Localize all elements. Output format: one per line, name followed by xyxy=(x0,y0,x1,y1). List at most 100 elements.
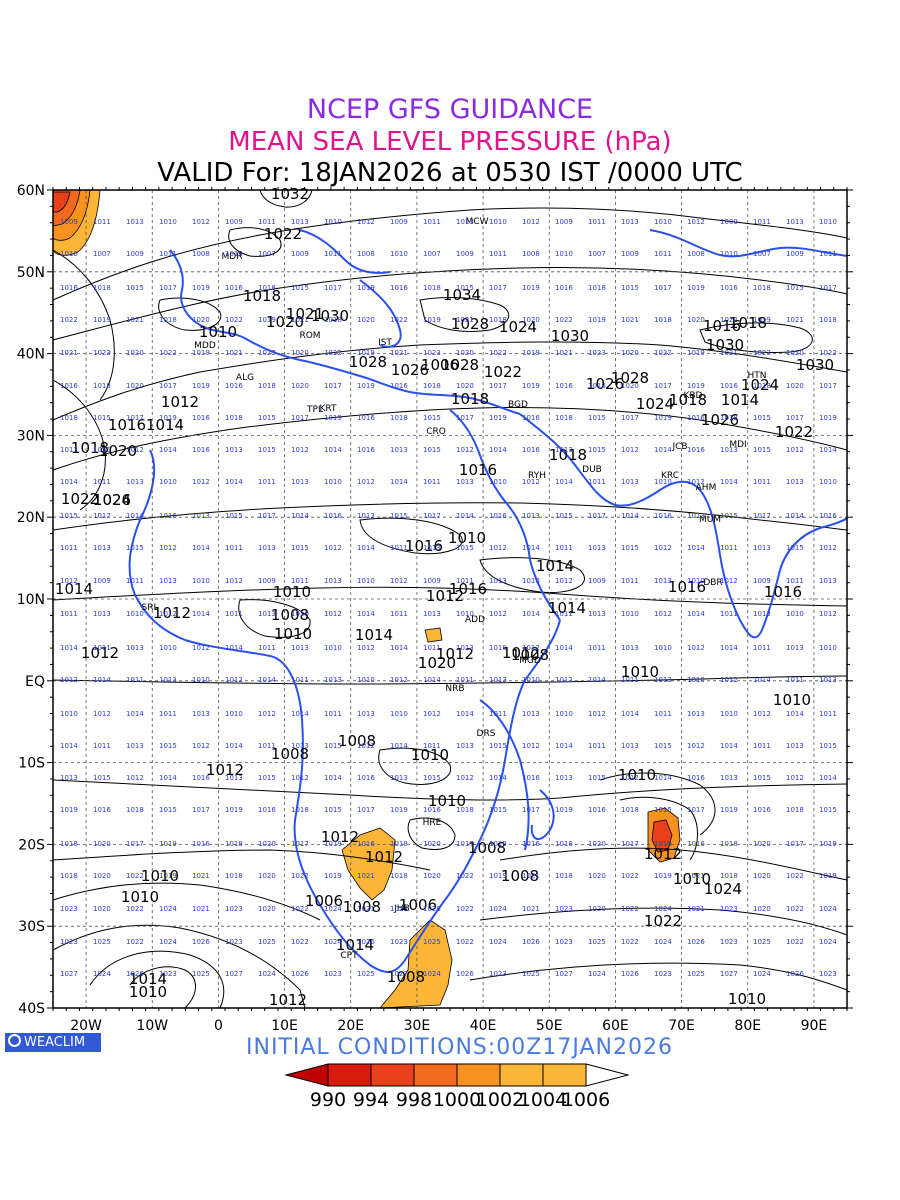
grid-point-value: 1012 xyxy=(687,478,705,486)
grid-point-value: 1017 xyxy=(126,414,144,422)
grid-point-value: 1014 xyxy=(225,644,243,652)
pressure-value-label: 1026 xyxy=(93,491,131,509)
grid-point-value: 1007 xyxy=(258,250,276,258)
grid-point-value: 1011 xyxy=(786,676,804,684)
grid-point-value: 1020 xyxy=(423,905,441,913)
grid-point-value: 1019 xyxy=(357,382,375,390)
grid-point-value: 1012 xyxy=(60,676,78,684)
grid-point-value: 1013 xyxy=(390,446,408,454)
pressure-value-label: 1012 xyxy=(153,604,191,622)
pressure-value-label: 1026 xyxy=(391,361,429,379)
grid-point-value: 1017 xyxy=(192,806,210,814)
grid-point-value: 1014 xyxy=(786,512,804,520)
grid-point-value: 1011 xyxy=(258,478,276,486)
grid-point-value: 1020 xyxy=(621,382,639,390)
pressure-value-label: 1014 xyxy=(336,936,374,954)
grid-point-value: 1015 xyxy=(456,544,474,552)
grid-point-value: 1012 xyxy=(159,610,177,618)
grid-point-value: 1011 xyxy=(60,610,78,618)
grid-point-value: 1026 xyxy=(522,938,540,946)
grid-point-value: 1016 xyxy=(192,446,210,454)
grid-point-value: 1015 xyxy=(126,544,144,552)
grid-point-value: 1019 xyxy=(819,414,837,422)
grid-point-value: 1012 xyxy=(93,710,111,718)
isobar-contour xyxy=(238,599,311,638)
grid-point-value: 1010 xyxy=(159,218,177,226)
station-code: KBD xyxy=(683,391,702,401)
grid-point-value: 1013 xyxy=(489,676,507,684)
grid-point-value: 1013 xyxy=(324,676,342,684)
grid-point-value: 1019 xyxy=(489,872,507,880)
grid-point-value: 1022 xyxy=(489,349,507,357)
grid-point-value: 1019 xyxy=(324,872,342,880)
grid-point-value: 1012 xyxy=(258,710,276,718)
station-code: ROM xyxy=(299,331,320,341)
grid-point-value: 1024 xyxy=(159,905,177,913)
grid-point-value: 1011 xyxy=(423,218,441,226)
grid-point-value: 1010 xyxy=(225,250,243,258)
grid-point-value: 1010 xyxy=(357,676,375,684)
grid-point-value: 1022 xyxy=(126,905,144,913)
grid-point-value: 1014 xyxy=(555,742,573,750)
station-code: HRE xyxy=(423,818,442,828)
grid-point-value: 1020 xyxy=(126,349,144,357)
station-code: DRS xyxy=(477,729,496,739)
grid-point-value: 1023 xyxy=(555,938,573,946)
grid-point-value: 1014 xyxy=(654,774,672,782)
grid-point-value: 1016 xyxy=(423,806,441,814)
pressure-value-label: 1014 xyxy=(146,416,184,434)
grid-point-value: 1023 xyxy=(60,938,78,946)
grid-point-value: 1025 xyxy=(687,970,705,978)
grid-point-value: 1012 xyxy=(555,577,573,585)
grid-point-value: 1014 xyxy=(786,710,804,718)
grid-point-value: 1014 xyxy=(126,512,144,520)
grid-point-value: 1007 xyxy=(753,250,771,258)
pressure-value-label: 1008 xyxy=(501,867,539,885)
grid-point-value: 1024 xyxy=(753,970,771,978)
pressure-value-label: 1010 xyxy=(673,870,711,888)
grid-point-value: 1011 xyxy=(93,218,111,226)
grid-point-value: 1012 xyxy=(456,774,474,782)
pressure-value-label: 1012 xyxy=(436,645,474,663)
station-code: MDI xyxy=(729,440,746,450)
station-code: KRC xyxy=(661,471,679,481)
grid-point-value: 1010 xyxy=(522,676,540,684)
grid-point-value: 1007 xyxy=(423,250,441,258)
grid-point-value: 1024 xyxy=(588,970,606,978)
grid-point-value: 1009 xyxy=(753,577,771,585)
pressure-value-label: 1008 xyxy=(387,968,425,986)
isobar-contour xyxy=(52,924,306,1009)
grid-point-value: 1023 xyxy=(60,905,78,913)
grid-point-value: 1009 xyxy=(555,218,573,226)
grid-point-value: 1016 xyxy=(654,512,672,520)
grid-point-value: 1012 xyxy=(753,710,771,718)
coastline xyxy=(449,409,561,621)
grid-point-value: 1015 xyxy=(720,512,738,520)
grid-point-value: 1011 xyxy=(324,250,342,258)
grid-point-value: 1008 xyxy=(192,250,210,258)
station-code: ADD xyxy=(465,615,485,625)
grid-point-value: 1017 xyxy=(291,840,309,848)
grid-point-value: 1012 xyxy=(654,544,672,552)
grid-point-value: 1020 xyxy=(786,349,804,357)
grid-point-value: 1015 xyxy=(93,446,111,454)
latitude-label: 20N xyxy=(17,510,45,526)
grid-point-value: 1013 xyxy=(720,774,738,782)
grid-point-value: 1014 xyxy=(555,644,573,652)
isobar-contour xyxy=(228,227,282,257)
grid-point-value: 1024 xyxy=(819,905,837,913)
grid-point-value: 1010 xyxy=(819,644,837,652)
grid-point-value: 1016 xyxy=(192,840,210,848)
grid-point-value: 1016 xyxy=(159,512,177,520)
grid-point-value: 1014 xyxy=(159,446,177,454)
grid-point-value: 1018 xyxy=(258,382,276,390)
grid-point-value: 1008 xyxy=(522,250,540,258)
grid-point-value: 1023 xyxy=(324,970,342,978)
grid-point-value: 1013 xyxy=(654,577,672,585)
grid-point-value: 1021 xyxy=(225,349,243,357)
grid-point-value: 1022 xyxy=(126,938,144,946)
grid-point-value: 1020 xyxy=(753,840,771,848)
grid-point-value: 1019 xyxy=(159,414,177,422)
grid-point-value: 1017 xyxy=(687,806,705,814)
